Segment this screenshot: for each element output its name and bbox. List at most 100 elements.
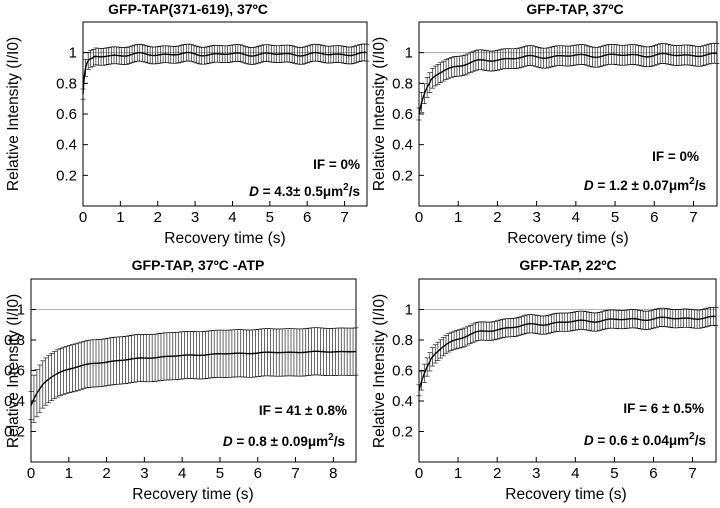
- panel-2-y-tick-label: 0.2: [392, 167, 413, 184]
- panel-1-d-value: = 4.3± 0.5μm: [259, 184, 343, 199]
- panel-4-x-tick-label: 1: [454, 465, 462, 482]
- panel-3-immobile-fraction: IF = 41 ± 0.8%: [259, 403, 347, 418]
- panel-2-x-axis-label: Recovery time (s): [507, 230, 628, 247]
- panel-2-diffusion-coefficient: D = 1.2 ± 0.07μm2/s: [584, 176, 706, 193]
- panel-4-y-axis-label: Relative Intensity (I/I0): [371, 294, 388, 448]
- panel-3-recovery-curve: [30, 350, 357, 406]
- panel-1-title: GFP-TAP(371-619), 37ºC: [108, 1, 268, 17]
- panel-3-d-exponent: 2: [328, 432, 334, 443]
- panel-4-x-tick-label: 6: [649, 465, 657, 482]
- panel-4-y-tick-label: 0.6: [392, 363, 413, 380]
- panel-3-x-tick-label: 2: [102, 465, 110, 482]
- panel-1-d-exponent: 2: [343, 182, 349, 193]
- panel-2-x-tick-label: 1: [454, 209, 462, 226]
- panel-1-y-tick-label: 1: [69, 45, 77, 62]
- panel-4-y-tick-label: 0.2: [392, 424, 413, 441]
- panel-4-y-tick-label: 1: [405, 302, 413, 319]
- panel-2-d-unit: /s: [695, 178, 706, 193]
- panel-2-immobile-fraction: IF = 0%: [652, 149, 699, 164]
- panel-4-y-tick-label: 0.4: [392, 393, 413, 410]
- panel-2-d-exponent: 2: [689, 176, 695, 187]
- panel-2: GFP-TAP, 37ºC Recovery time (s) Relative…: [371, 1, 720, 247]
- panel-1-x-tick-label: 5: [266, 209, 274, 226]
- panel-2-x-tick-label: 2: [493, 209, 501, 226]
- panel-2-y-tick-label: 0.6: [392, 106, 413, 123]
- panel-3-diffusion-coefficient: D = 0.8 ± 0.09μm2/s: [223, 432, 345, 449]
- panel-2-x-tick-label: 3: [532, 209, 540, 226]
- panel-3-y-tick-label: 0.4: [4, 393, 25, 410]
- panel-4-x-tick-label: 2: [493, 465, 501, 482]
- panel-1: GFP-TAP(371-619), 37ºC Recovery time (s)…: [5, 1, 370, 247]
- panel-4-error-bars: [416, 306, 719, 397]
- panel-4-x-tick-label: 7: [688, 465, 696, 482]
- panel-1-y-tick-label: 0.4: [56, 137, 77, 154]
- panel-3-y-tick-label: 1: [17, 302, 25, 319]
- panel-3-y-tick-label: 0.8: [4, 332, 25, 349]
- panel-3-x-tick-label: 8: [329, 465, 337, 482]
- panel-1-x-tick-label: 1: [116, 209, 124, 226]
- panel-2-x-tick-label: 5: [611, 209, 619, 226]
- panel-1-d-unit: /s: [349, 184, 360, 199]
- panel-2-x-tick-label: 6: [650, 209, 658, 226]
- panel-2-d-symbol: D: [584, 178, 594, 193]
- panel-4-y-tick-label: 0.8: [392, 332, 413, 349]
- panel-4-d-symbol: D: [584, 433, 594, 448]
- panel-1-y-tick-label: 0.8: [56, 75, 77, 92]
- panel-4-immobile-fraction: IF = 6 ± 0.5%: [623, 401, 704, 416]
- panel-2-title: GFP-TAP, 37ºC: [526, 1, 623, 17]
- panel-4-x-axis-label: Recovery time (s): [505, 486, 626, 503]
- panel-3-x-tick-label: 5: [216, 465, 224, 482]
- panel-2-x-tick-label: 0: [415, 209, 423, 226]
- panel-4: GFP-TAP, 22ºC Recovery time (s) Relative…: [371, 257, 719, 503]
- panel-3-x-tick-label: 6: [254, 465, 262, 482]
- panel-4-x-tick-label: 5: [610, 465, 618, 482]
- panel-4-x-tick-label: 3: [532, 465, 540, 482]
- panel-1-recovery-curve: [82, 51, 368, 95]
- panel-3-x-axis-label: Recovery time (s): [132, 486, 253, 503]
- panel-1-error-bars: [80, 43, 370, 100]
- panel-3-x-tick-label: 4: [178, 465, 186, 482]
- panel-1-diffusion-coefficient: D = 4.3± 0.5μm2/s: [249, 182, 360, 199]
- panel-3-y-tick-label: 0.2: [4, 424, 25, 441]
- panel-4-recovery-curve: [418, 315, 717, 391]
- panel-3-y-axis-label: Relative Intensity (I/I0): [5, 294, 22, 448]
- panel-1-x-tick-label: 6: [303, 209, 311, 226]
- panel-2-y-tick-label: 1: [405, 45, 413, 62]
- panel-3-y-tick-label: 0.6: [4, 363, 25, 380]
- panel-2-y-tick-label: 0.8: [392, 75, 413, 92]
- panel-1-x-tick-label: 3: [191, 209, 199, 226]
- panel-2-recovery-curve: [418, 52, 718, 115]
- panel-3: GFP-TAP, 37ºC -ATP Recovery time (s) Rel…: [4, 257, 359, 503]
- panel-3-x-tick-label: 3: [140, 465, 148, 482]
- panel-1-y-tick-label: 0.2: [56, 167, 77, 184]
- panel-4-d-value: = 0.6 ± 0.04μm: [594, 433, 690, 448]
- panel-2-x-tick-label: 4: [572, 209, 580, 226]
- panel-1-x-axis-label: Recovery time (s): [164, 230, 285, 247]
- panel-4-d-unit: /s: [695, 433, 706, 448]
- panel-1-d-symbol: D: [249, 184, 259, 199]
- panel-1-x-tick-label: 0: [79, 209, 87, 226]
- panel-4-diffusion-coefficient: D = 0.6 ± 0.04μm2/s: [584, 431, 706, 448]
- panel-4-x-tick-label: 0: [415, 465, 423, 482]
- panel-2-x-tick-label: 7: [689, 209, 697, 226]
- panel-1-y-tick-label: 0.6: [56, 106, 77, 123]
- panel-4-title: GFP-TAP, 22ºC: [519, 257, 616, 273]
- panel-3-d-unit: /s: [334, 434, 345, 449]
- panel-1-x-tick-label: 2: [154, 209, 162, 226]
- panel-1-immobile-fraction: IF = 0%: [313, 157, 360, 172]
- panel-3-title: GFP-TAP, 37ºC -ATP: [132, 257, 265, 273]
- panel-2-y-tick-label: 0.4: [392, 137, 413, 154]
- panel-1-x-tick-label: 7: [340, 209, 348, 226]
- panel-2-y-axis-label: Relative Intensity (I/I0): [371, 37, 388, 191]
- panel-4-d-exponent: 2: [689, 431, 695, 442]
- panel-4-x-tick-label: 4: [571, 465, 579, 482]
- panel-2-d-value: = 1.2 ± 0.07μm: [594, 178, 690, 193]
- panel-3-d-value: = 0.8 ± 0.09μm: [233, 434, 329, 449]
- panel-3-x-tick-label: 1: [65, 465, 73, 482]
- panel-1-y-axis-label: Relative Intensity (I/I0): [5, 37, 22, 191]
- panel-1-x-tick-label: 4: [228, 209, 236, 226]
- panel-3-d-symbol: D: [223, 434, 233, 449]
- panel-3-x-tick-label: 0: [27, 465, 35, 482]
- panel-3-x-tick-label: 7: [291, 465, 299, 482]
